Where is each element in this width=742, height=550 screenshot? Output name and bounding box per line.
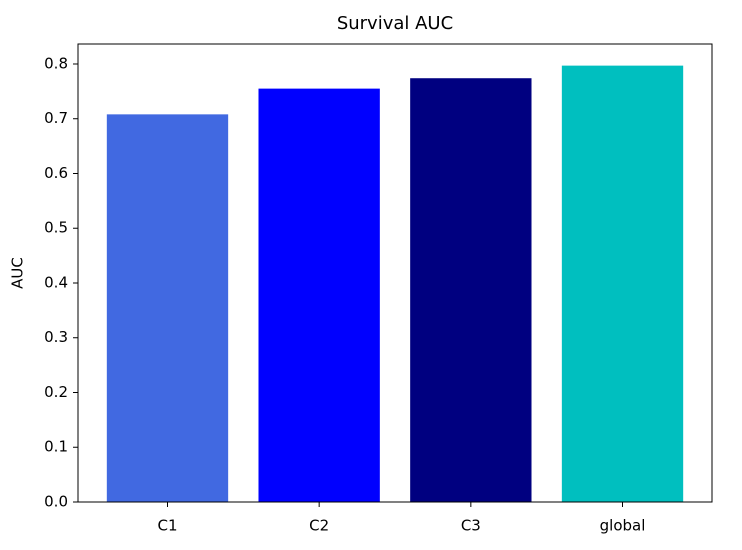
x-tick-label: C3: [461, 517, 481, 535]
y-tick-label: 0.8: [44, 54, 68, 72]
y-tick-label: 0.0: [44, 493, 68, 511]
x-tick-label: C1: [157, 517, 177, 535]
bar: [106, 114, 229, 502]
x-tick-label: C2: [309, 517, 329, 535]
y-tick-label: 0.1: [44, 438, 68, 456]
bar: [410, 78, 532, 502]
y-tick-label: 0.6: [44, 164, 68, 182]
plot-frame: [77, 43, 713, 503]
y-tick-label: 0.3: [44, 328, 68, 346]
chart-title: Survival AUC: [337, 13, 453, 34]
bar: [561, 65, 684, 502]
y-tick-label: 0.5: [44, 219, 68, 237]
y-axis-label: AUC: [9, 257, 27, 289]
y-tick-label: 0.4: [44, 273, 68, 291]
y-tick-label: 0.2: [44, 383, 68, 401]
x-tick-label: global: [600, 517, 646, 535]
y-tick-label: 0.7: [44, 109, 68, 127]
bar: [258, 88, 380, 502]
